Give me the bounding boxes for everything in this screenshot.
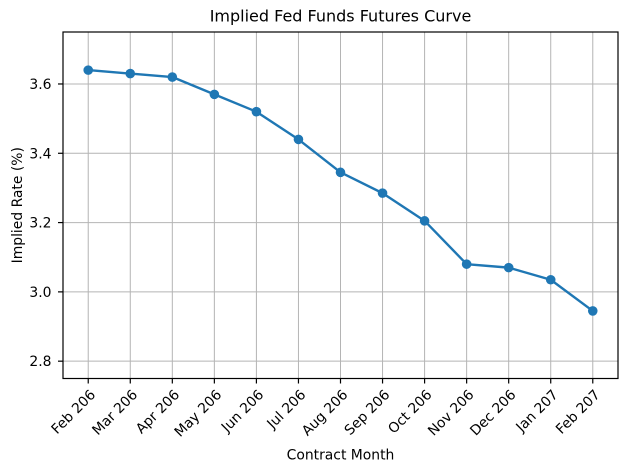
data-point-marker xyxy=(335,167,346,178)
data-point-marker xyxy=(419,216,430,226)
y-tick-label: 3.4 xyxy=(29,146,51,162)
y-tick-label: 3.2 xyxy=(29,216,51,232)
y-axis-label: Implied Rate (%) xyxy=(10,147,26,263)
y-tick-label: 3.6 xyxy=(29,77,51,93)
data-point-marker xyxy=(545,274,556,285)
data-point-marker xyxy=(125,68,136,79)
data-point-marker xyxy=(167,72,178,82)
data-point-marker xyxy=(209,89,220,100)
data-point-marker xyxy=(503,262,514,273)
y-tick-label: 3.0 xyxy=(29,285,51,301)
data-point-marker xyxy=(377,188,388,198)
data-point-marker xyxy=(83,65,94,75)
data-point-marker xyxy=(293,134,304,145)
data-point-marker xyxy=(587,306,598,316)
x-axis-label: Contract Month xyxy=(287,448,395,464)
data-point-marker xyxy=(461,259,472,269)
data-point-marker xyxy=(251,106,262,117)
y-tick-label: 2.8 xyxy=(29,354,51,370)
chart-title: Implied Fed Funds Futures Curve xyxy=(210,7,472,26)
